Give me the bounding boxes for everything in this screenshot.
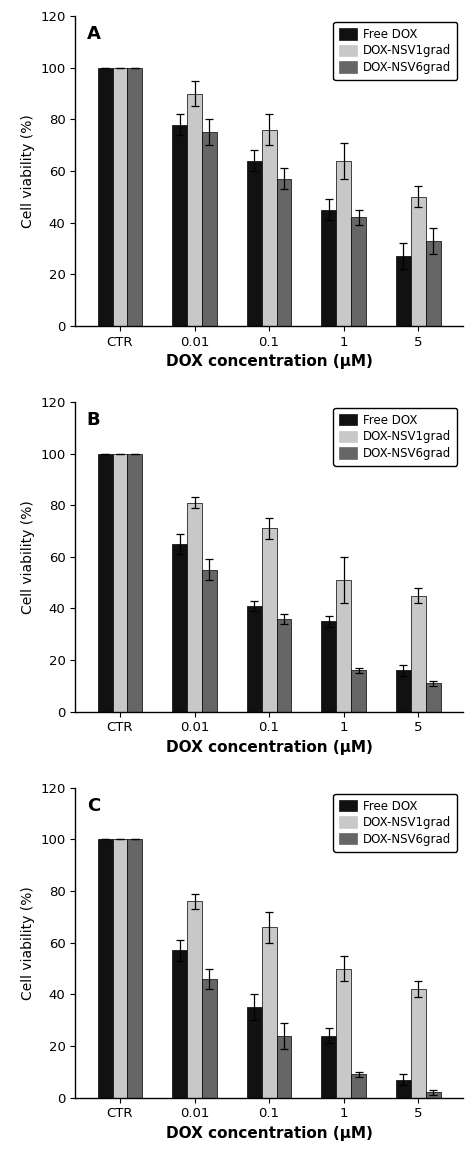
- Bar: [187, 93, 202, 326]
- Bar: [351, 670, 366, 712]
- Bar: [336, 160, 351, 326]
- Bar: [187, 901, 202, 1098]
- Bar: [98, 840, 112, 1098]
- Bar: [262, 927, 276, 1098]
- Text: C: C: [87, 797, 100, 816]
- Bar: [172, 544, 187, 712]
- Bar: [426, 241, 440, 326]
- Bar: [246, 1007, 262, 1098]
- Bar: [98, 68, 112, 326]
- Bar: [396, 670, 410, 712]
- Bar: [321, 1036, 336, 1098]
- Bar: [202, 132, 217, 326]
- Bar: [276, 1036, 292, 1098]
- Bar: [246, 606, 262, 712]
- Bar: [351, 1075, 366, 1098]
- Bar: [262, 529, 276, 712]
- Bar: [202, 979, 217, 1098]
- Text: B: B: [87, 411, 100, 430]
- Legend: Free DOX, DOX-NSV1grad, DOX-NSV6grad: Free DOX, DOX-NSV1grad, DOX-NSV6grad: [333, 22, 457, 79]
- Bar: [112, 454, 128, 712]
- Text: A: A: [87, 25, 101, 44]
- X-axis label: DOX concentration (μM): DOX concentration (μM): [165, 354, 373, 369]
- Bar: [351, 218, 366, 326]
- Bar: [321, 621, 336, 712]
- Y-axis label: Cell viability (%): Cell viability (%): [20, 500, 35, 614]
- Bar: [128, 68, 142, 326]
- Bar: [128, 454, 142, 712]
- Bar: [112, 68, 128, 326]
- Bar: [202, 570, 217, 712]
- Bar: [336, 969, 351, 1098]
- Bar: [321, 210, 336, 326]
- Bar: [112, 840, 128, 1098]
- Bar: [396, 256, 410, 326]
- Bar: [426, 1092, 440, 1098]
- Bar: [172, 124, 187, 326]
- X-axis label: DOX concentration (μM): DOX concentration (μM): [165, 740, 373, 755]
- Bar: [187, 502, 202, 712]
- Y-axis label: Cell viability (%): Cell viability (%): [20, 886, 35, 1000]
- Bar: [426, 683, 440, 712]
- Bar: [336, 581, 351, 712]
- Bar: [410, 990, 426, 1098]
- Y-axis label: Cell viability (%): Cell viability (%): [20, 114, 35, 228]
- Legend: Free DOX, DOX-NSV1grad, DOX-NSV6grad: Free DOX, DOX-NSV1grad, DOX-NSV6grad: [333, 408, 457, 465]
- Bar: [128, 840, 142, 1098]
- Bar: [410, 197, 426, 326]
- X-axis label: DOX concentration (μM): DOX concentration (μM): [165, 1126, 373, 1140]
- Bar: [276, 179, 292, 326]
- Bar: [410, 596, 426, 712]
- Bar: [246, 160, 262, 326]
- Legend: Free DOX, DOX-NSV1grad, DOX-NSV6grad: Free DOX, DOX-NSV1grad, DOX-NSV6grad: [333, 794, 457, 851]
- Bar: [172, 950, 187, 1098]
- Bar: [98, 454, 112, 712]
- Bar: [262, 130, 276, 326]
- Bar: [276, 619, 292, 712]
- Bar: [396, 1079, 410, 1098]
